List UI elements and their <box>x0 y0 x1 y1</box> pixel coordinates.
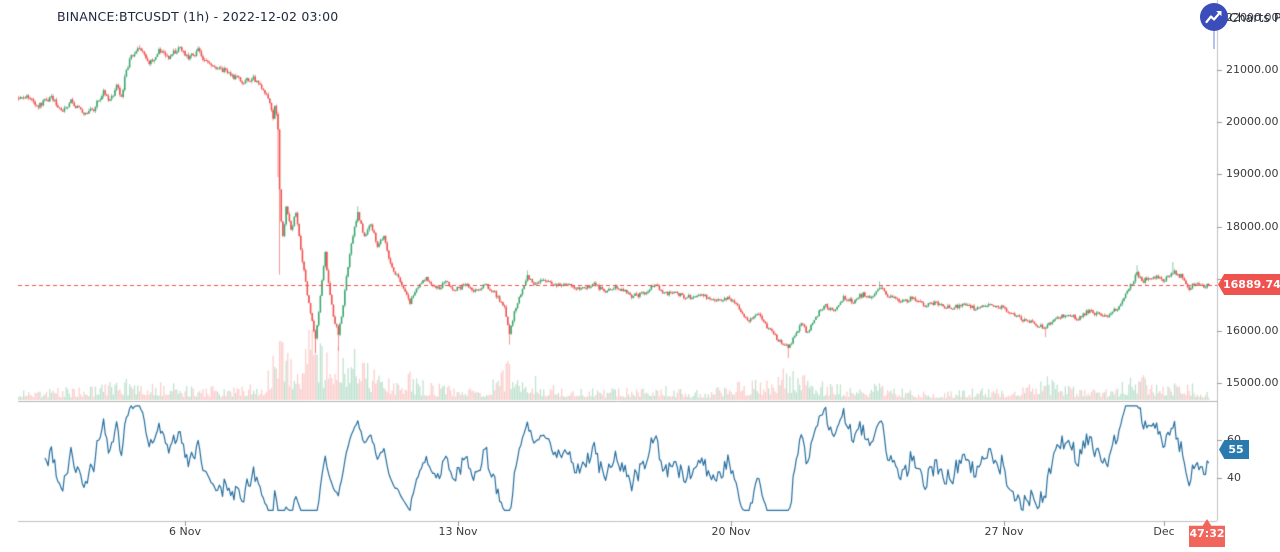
date-axis-label: Dec <box>1153 525 1175 538</box>
logo-stem-line <box>1213 30 1215 49</box>
date-axis-label: 13 Nov <box>438 525 478 538</box>
chart-title: BINANCE:BTCUSDT (1h) - 2022-12-02 03:00 <box>57 9 339 24</box>
price-axis-label: 18000.00 <box>1226 219 1279 233</box>
tradingview-logo-icon[interactable] <box>1199 2 1229 32</box>
price-axis-label: 15000.00 <box>1226 376 1279 390</box>
rsi-value-label: 55 <box>1219 440 1249 459</box>
date-axis-label: 27 Nov <box>984 525 1024 538</box>
last-price-label: 16889.74 <box>1218 274 1280 296</box>
charts-powered-by-watermark: Charts P <box>1229 10 1280 25</box>
price-axis-label: 16000.00 <box>1226 323 1279 337</box>
price-axis-label: 20000.00 <box>1226 115 1279 129</box>
price-axis-label: 22000.00 <box>1226 11 1279 24</box>
price-axis-label: 21000.00 <box>1226 63 1279 77</box>
rsi-axis-label: 40 <box>1227 471 1241 484</box>
date-axis-label: 20 Nov <box>711 525 751 538</box>
price-axis-label: 19000.00 <box>1226 167 1279 181</box>
date-axis-label: 6 Nov <box>169 525 201 538</box>
